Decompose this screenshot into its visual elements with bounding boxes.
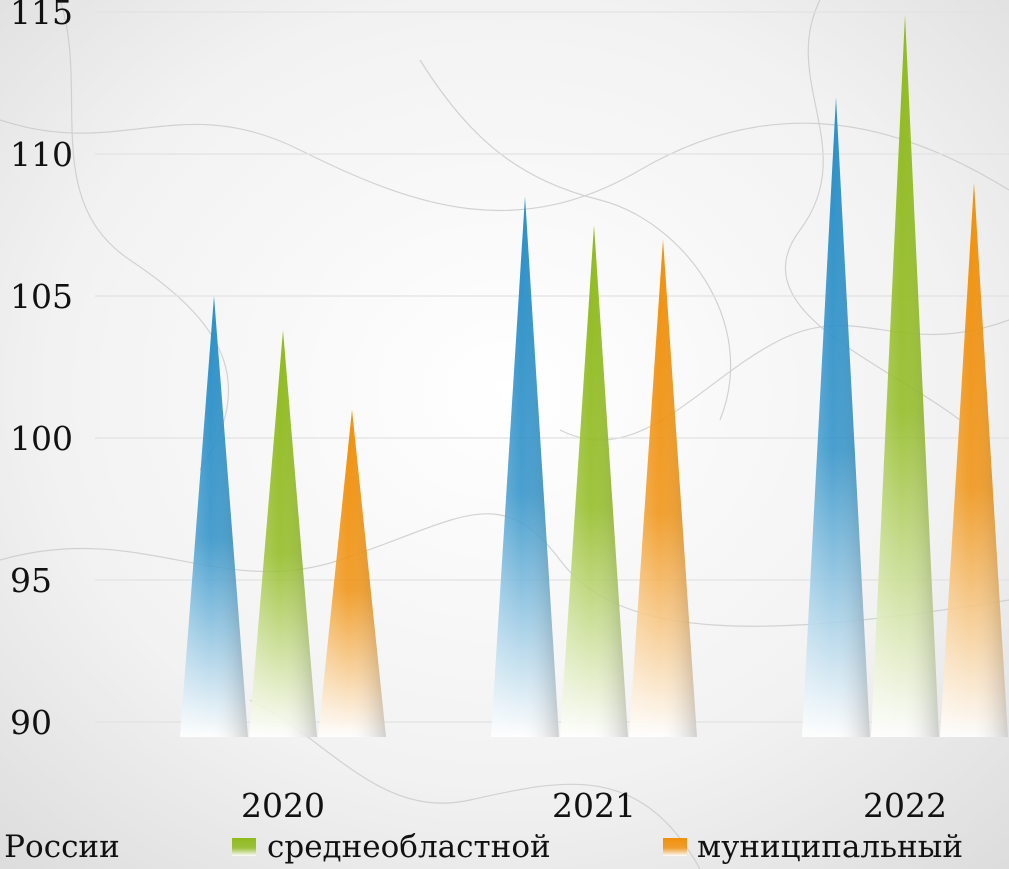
y-axis-ticks: 90 95 100 105 110 115 xyxy=(10,0,73,742)
cone-bar-shading xyxy=(629,239,697,737)
cone-bar-shading xyxy=(871,14,939,737)
cone-bar-shading xyxy=(180,296,248,737)
cone-bar-shading xyxy=(318,409,386,737)
legend-marker xyxy=(663,838,687,856)
x-category-label: 2020 xyxy=(241,786,325,825)
y-tick-label: 110 xyxy=(10,135,73,174)
y-tick-label: 105 xyxy=(10,277,73,316)
legend: по России среднеобластной муниципальный xyxy=(0,829,963,865)
x-category-label: 2021 xyxy=(552,786,636,825)
legend-label: среднеобластной xyxy=(267,829,551,865)
x-category-label: 2022 xyxy=(863,786,947,825)
y-tick-label: 100 xyxy=(10,419,73,458)
cone-bar-shading xyxy=(940,182,1008,737)
x-axis-labels: 2020 2021 2022 xyxy=(241,786,947,825)
legend-label: по России xyxy=(0,829,120,865)
cones xyxy=(180,14,1008,738)
cone-bar-shading xyxy=(491,196,559,738)
y-tick-label: 95 xyxy=(10,561,52,600)
cone-bar-shading xyxy=(802,97,870,737)
legend-marker xyxy=(232,838,256,856)
legend-label: муниципальный xyxy=(697,829,963,865)
y-tick-label: 90 xyxy=(10,703,52,742)
cone-bar-shading xyxy=(249,330,317,737)
y-tick-label: 115 xyxy=(10,0,73,32)
cone-bar-shading xyxy=(560,225,628,737)
